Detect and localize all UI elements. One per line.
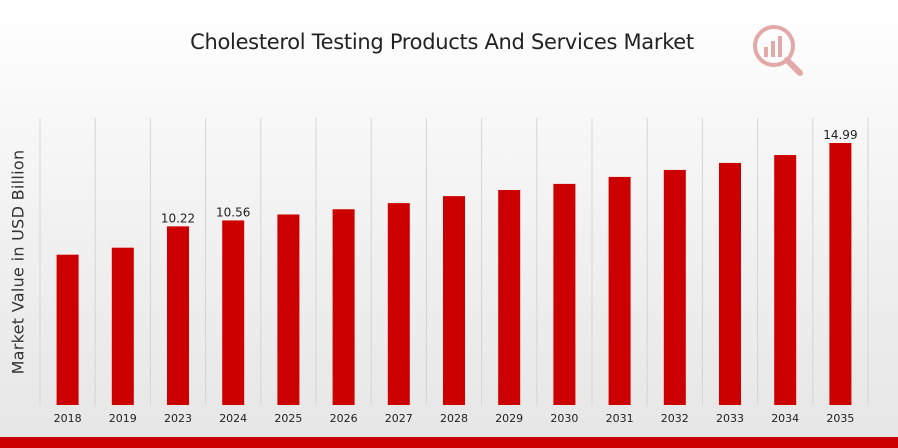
bar-2033 [719, 162, 741, 405]
bar-2028 [443, 196, 465, 405]
bar-2019 [111, 247, 134, 405]
bar-2018 [56, 254, 79, 405]
x-tick-label: 2031 [606, 412, 634, 425]
x-tick-label: 2035 [826, 412, 854, 425]
bar-2035 [829, 143, 852, 405]
data-label-2035: 14.99 [823, 128, 857, 142]
x-tick-label: 2018 [54, 412, 82, 425]
bar-2023 [167, 226, 189, 405]
x-tick-label: 2019 [109, 412, 137, 425]
bar-2030 [553, 183, 576, 405]
bar-2032 [663, 169, 686, 405]
bar-2029 [498, 190, 521, 405]
x-tick-label: 2027 [385, 412, 413, 425]
x-tick-label: 2023 [164, 412, 192, 425]
x-tick-label: 2026 [330, 412, 358, 425]
bar-2024 [222, 220, 245, 405]
bar-2026 [332, 209, 355, 405]
x-tick-label: 2025 [274, 412, 302, 425]
market-research-logo-icon [748, 20, 808, 80]
bar-2025 [277, 214, 300, 405]
x-tick-label: 2030 [550, 412, 578, 425]
x-tick-label: 2028 [440, 412, 468, 425]
bar-2031 [608, 176, 631, 405]
x-tick-label: 2034 [771, 412, 799, 425]
brand-footer-bar [0, 437, 898, 448]
x-tick-label: 2024 [219, 412, 247, 425]
data-label-2024: 10.56 [216, 205, 250, 219]
x-tick-label: 2032 [661, 412, 689, 425]
x-tick-label: 2029 [495, 412, 523, 425]
chart-title: Cholesterol Testing Products And Service… [190, 30, 694, 54]
x-tick-label: 2033 [716, 412, 744, 425]
bar-2027 [387, 203, 410, 405]
bar-2034 [774, 155, 797, 405]
data-label-2023: 10.22 [161, 211, 195, 225]
